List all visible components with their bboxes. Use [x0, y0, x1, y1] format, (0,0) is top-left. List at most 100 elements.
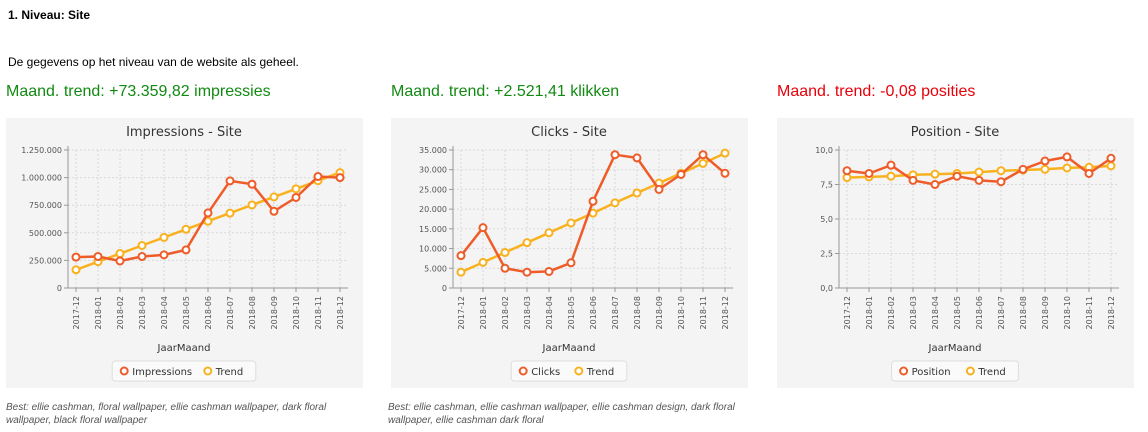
y-tick-label: 25.000 — [419, 185, 447, 194]
x-tick-label: 2018-08 — [633, 296, 642, 329]
y-tick-label: 7,5 — [820, 181, 833, 190]
x-tick-label: 2018-07 — [997, 296, 1006, 329]
trend-legend-marker — [574, 366, 584, 376]
trend-data-point — [137, 240, 147, 250]
y-tick-label: 2,5 — [820, 250, 833, 259]
y-tick-label: 15.000 — [419, 225, 447, 234]
x-tick-label: 2018-04 — [160, 296, 169, 329]
impressions-data-point — [247, 179, 257, 189]
section-heading: 1. Niveau: Site — [8, 8, 91, 22]
impressions-data-point — [269, 206, 279, 216]
trend-data-point — [632, 188, 642, 198]
y-tick-label: 5.000 — [424, 264, 447, 273]
impressions-chart-title: Impressions - Site — [126, 125, 242, 140]
position-chart-panel: Position - Site 0,0 2,5 5,0 7,5 10,0 2017-12 20… — [777, 118, 1134, 388]
trend-legend-label: Trend — [586, 367, 614, 378]
x-tick-label: 2018-09 — [1041, 296, 1050, 329]
trend-legend-label: Trend — [977, 367, 1005, 378]
x-tick-label: 2018-10 — [292, 296, 301, 329]
trend-data-point — [71, 265, 81, 275]
position-data-point — [864, 168, 874, 178]
x-tick-label: 2018-01 — [94, 296, 103, 329]
impressions-trend-text: Maand. trend: +73.359,82 impressies — [6, 83, 271, 100]
impressions-data-point — [93, 252, 103, 262]
x-tick-label: 2018-05 — [182, 296, 191, 329]
trend-data-point — [1062, 163, 1072, 173]
trend-data-point — [522, 238, 532, 248]
impressions-data-point — [115, 256, 125, 266]
impressions-data-point — [225, 176, 235, 186]
trend-data-point — [269, 192, 279, 202]
impressions-data-point — [159, 250, 169, 260]
impressions-best-keywords: Best: ellie cashman, floral wallpaper, e… — [6, 402, 327, 426]
x-tick-label: 2018-06 — [589, 296, 598, 329]
impressions-data-point — [181, 245, 191, 255]
x-axis-label: JaarMaand — [928, 343, 982, 354]
x-tick-label: 2018-09 — [655, 296, 664, 329]
impressions-chart: Impressions - Site 0 250.000 500.000 750.000… — [21, 125, 348, 382]
position-chart-title: Position - Site — [911, 125, 1000, 140]
trend-data-point — [181, 224, 191, 234]
clicks-data-point — [588, 196, 598, 206]
clicks-data-point — [522, 267, 532, 277]
y-tick-label: 10,0 — [815, 146, 833, 155]
trend-data-point — [974, 167, 984, 177]
legend-box — [891, 360, 1019, 382]
clicks-data-point — [566, 258, 576, 268]
impressions-data-point — [291, 192, 301, 202]
trend-data-point — [886, 171, 896, 181]
x-tick-label: 2018-11 — [314, 296, 323, 329]
x-tick-label: 2018-02 — [501, 296, 510, 329]
clicks-data-point — [698, 150, 708, 160]
position-data-point — [1062, 152, 1072, 162]
position-data-point — [996, 177, 1006, 187]
trend-data-point — [996, 166, 1006, 176]
y-tick-label: 30.000 — [419, 166, 447, 175]
chart-legend: Clicks Trend — [510, 360, 628, 382]
impressions-data-point — [137, 252, 147, 262]
clicks-data-point — [676, 169, 686, 179]
x-tick-label: 2018-02 — [116, 296, 125, 329]
impressions-chart-panel: Impressions - Site 0 250.000 500.000 750.000… — [6, 118, 363, 388]
y-tick-label: 0 — [442, 284, 447, 293]
trend-data-point — [930, 169, 940, 179]
x-tick-label: 2018-09 — [270, 296, 279, 329]
y-tick-label: 5,0 — [820, 215, 833, 224]
y-tick-label: 0 — [57, 284, 62, 293]
impressions-legend-label: Impressions — [132, 367, 192, 378]
position-data-point — [842, 166, 852, 176]
x-tick-label: 2018-08 — [248, 296, 257, 329]
section-intro: De gegevens op het niveau van de website… — [8, 55, 299, 69]
x-tick-label: 2018-11 — [699, 296, 708, 329]
clicks-chart-title: Clicks - Site — [531, 125, 607, 140]
clicks-legend-label: Clicks — [531, 367, 560, 378]
position-data-point — [908, 175, 918, 185]
trend-data-point — [159, 232, 169, 242]
x-tick-label: 2017-12 — [843, 296, 852, 329]
position-legend-marker — [899, 366, 909, 376]
trend-legend-marker — [965, 366, 975, 376]
x-tick-label: 2018-07 — [226, 296, 235, 329]
trend-data-point — [1106, 161, 1116, 171]
y-tick-label: 0,0 — [820, 284, 833, 293]
trend-data-point — [225, 208, 235, 218]
trend-data-point — [544, 228, 554, 238]
trend-data-point — [478, 257, 488, 267]
impressions-data-point — [203, 208, 213, 218]
y-tick-label: 1.250.000 — [21, 146, 62, 155]
x-tick-label: 2018-05 — [953, 296, 962, 329]
legend-box — [111, 360, 257, 382]
legend-box — [510, 360, 628, 382]
clicks-trend-text: Maand. trend: +2.521,41 klikken — [391, 83, 620, 100]
y-tick-label: 1.000.000 — [21, 174, 62, 183]
clicks-data-point — [544, 266, 554, 276]
clicks-data-point — [500, 263, 510, 273]
trend-data-point — [291, 184, 301, 194]
trend-data-point — [247, 200, 257, 210]
x-tick-label: 2018-03 — [138, 296, 147, 329]
clicks-best-keywords: Best: ellie cashman, ellie cashman wallp… — [388, 402, 735, 426]
x-tick-label: 2018-03 — [523, 296, 532, 329]
trend-data-point — [698, 158, 708, 168]
position-data-point — [952, 171, 962, 181]
clicks-data-point — [478, 223, 488, 233]
